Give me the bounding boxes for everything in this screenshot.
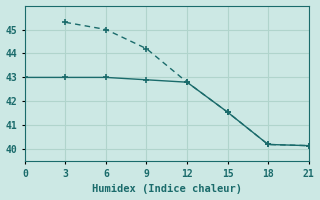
X-axis label: Humidex (Indice chaleur): Humidex (Indice chaleur) [92,184,242,194]
